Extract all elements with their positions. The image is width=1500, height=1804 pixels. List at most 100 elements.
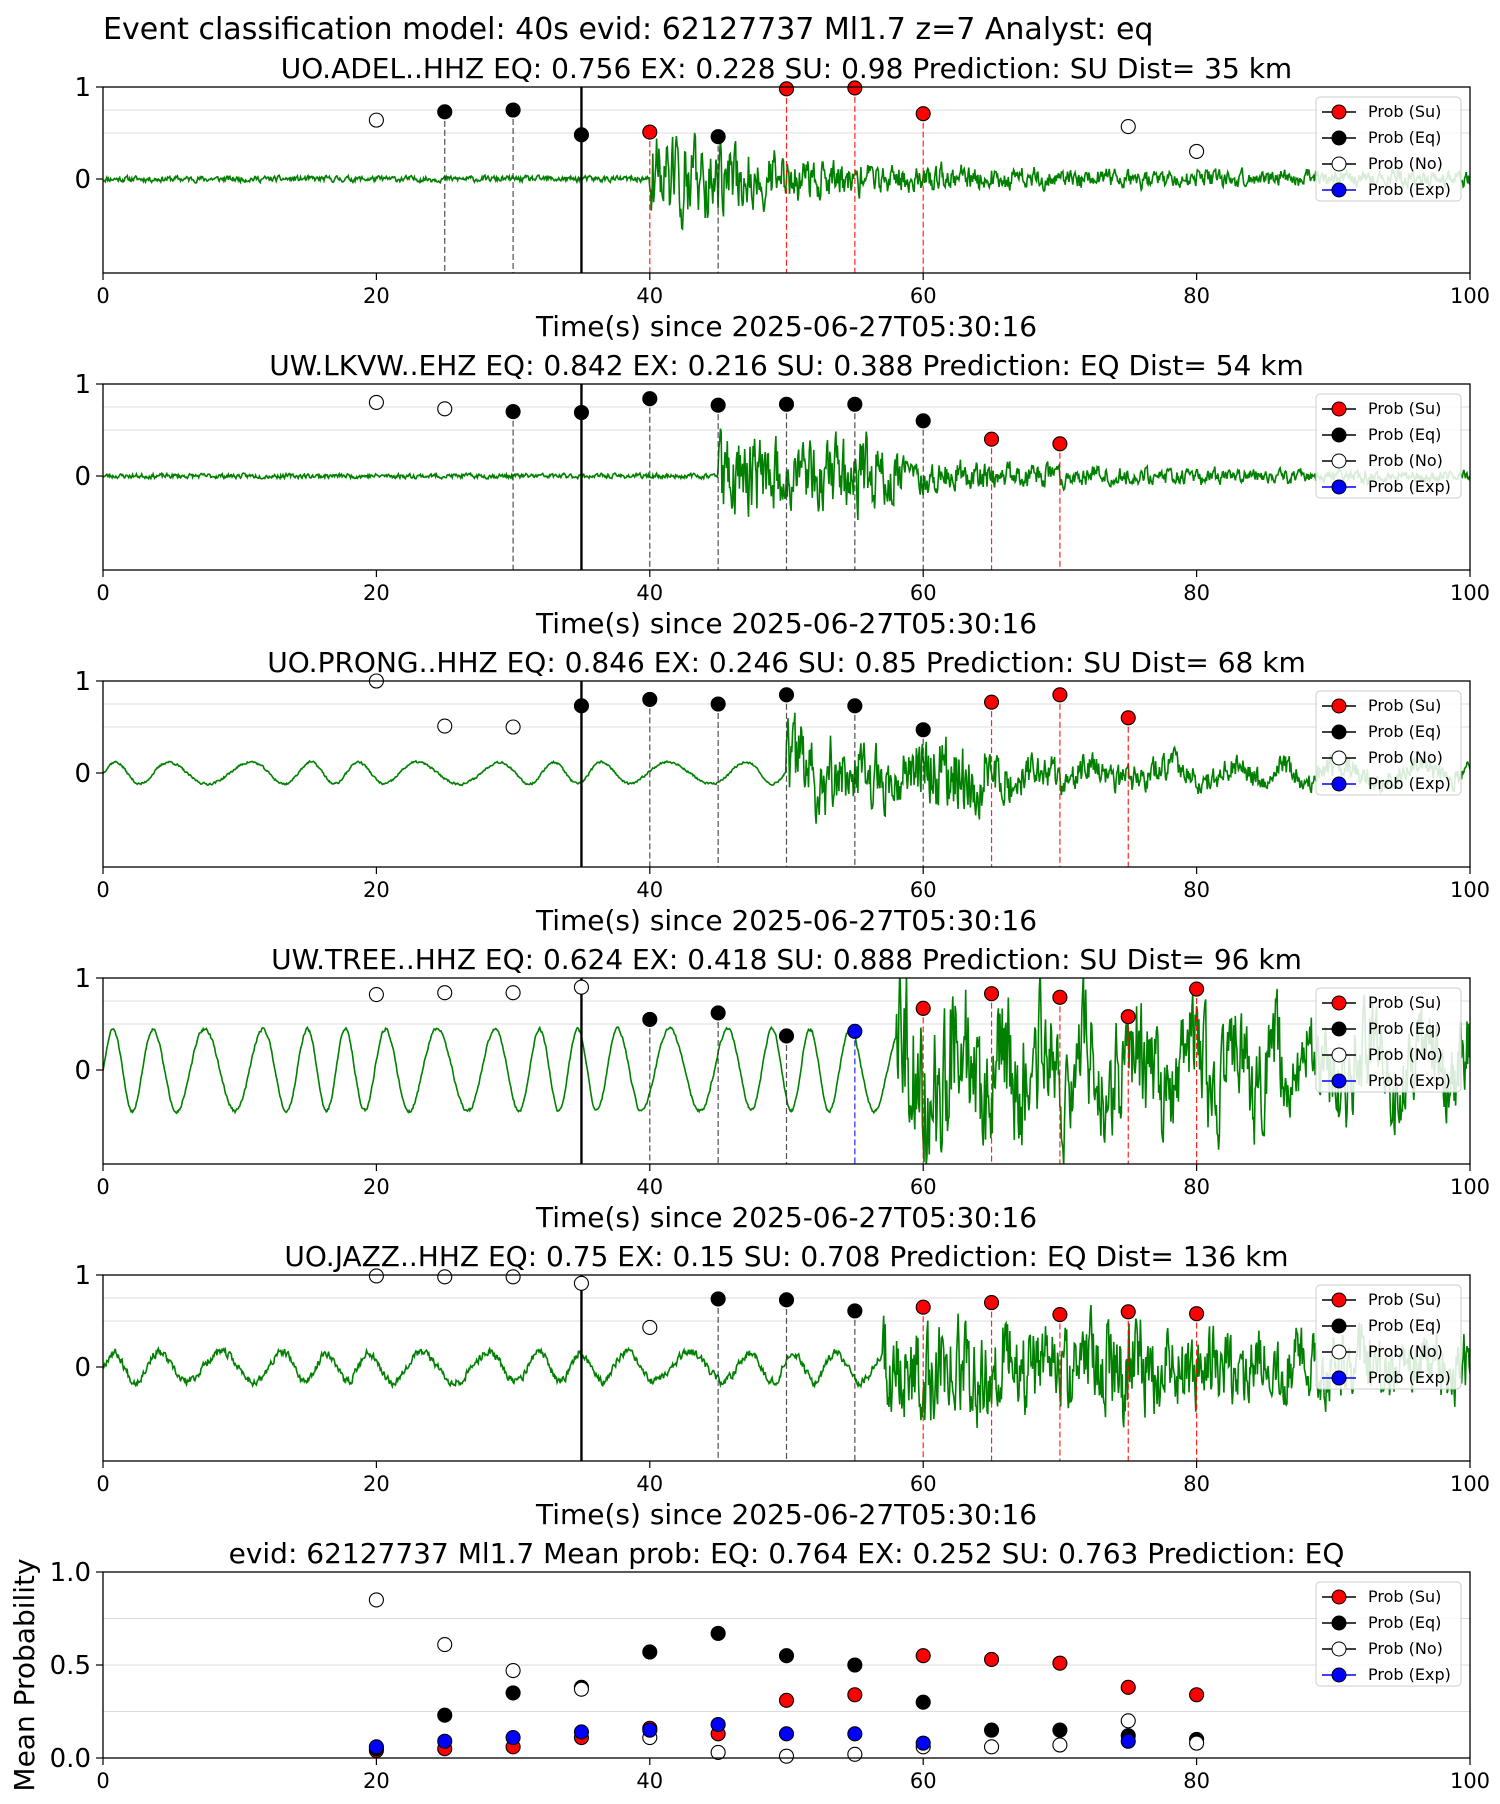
y-axis-label: Mean Probability: [8, 1558, 41, 1791]
legend-label-su: Prob (Su): [1368, 399, 1441, 418]
legend-label-exp: Prob (Exp): [1368, 774, 1451, 793]
mean-marker-eq: [505, 1685, 521, 1701]
legend-marker-exp: [1331, 776, 1347, 792]
legend-label-eq: Prob (Eq): [1368, 1316, 1441, 1335]
x-tick-label: 100: [1450, 284, 1490, 308]
legend-label-no: Prob (No): [1368, 1639, 1443, 1658]
legend-box: [1315, 393, 1462, 499]
mean-marker-exp: [505, 1729, 521, 1746]
x-tick-label: 80: [1183, 284, 1210, 308]
prob-marker-su: [1120, 1009, 1136, 1025]
legend-marker-eq: [1331, 427, 1347, 443]
x-tick-label: 20: [363, 878, 390, 902]
y-tick-label: 0: [74, 1056, 91, 1086]
legend-label-su: Prob (Su): [1368, 102, 1441, 121]
legend-box: [1315, 1284, 1462, 1390]
y-tick-label: 1: [74, 1261, 91, 1291]
x-tick-label: 20: [363, 284, 390, 308]
mean-panel: evid: 62127737 Ml1.7 Mean prob: EQ: 0.76…: [8, 1537, 1490, 1793]
legend-marker-no: [1331, 453, 1347, 469]
prob-marker-no: [1189, 143, 1205, 159]
mean-marker-no: [573, 1681, 590, 1697]
mean-marker-exp: [1120, 1733, 1136, 1749]
prob-marker-su: [1052, 436, 1068, 452]
prob-marker-no: [642, 1319, 658, 1335]
y-tick-label: 0.0: [50, 1744, 91, 1774]
y-tick-label: 1.0: [50, 1558, 91, 1588]
legend-marker-eq: [1331, 1615, 1347, 1631]
legend-label-no: Prob (No): [1368, 748, 1443, 767]
mean-marker-su: [915, 1648, 931, 1664]
mean-marker-exp: [915, 1735, 931, 1751]
x-tick-label: 100: [1450, 1769, 1490, 1793]
legend-label-su: Prob (Su): [1368, 1290, 1441, 1309]
prob-marker-eq: [642, 691, 658, 707]
legend-label-exp: Prob (Exp): [1368, 1368, 1451, 1387]
prob-marker-eq: [710, 1005, 726, 1021]
prob-marker-su: [983, 431, 1000, 447]
waveform-trace: [103, 132, 1470, 231]
legend-label-eq: Prob (Eq): [1368, 722, 1441, 741]
prob-marker-no: [368, 394, 384, 410]
panel-frame: [102, 86, 1471, 274]
x-tick-label: 60: [910, 581, 937, 605]
prob-marker-eq: [642, 1011, 658, 1027]
legend-marker-no: [1331, 1641, 1347, 1657]
mean-marker-eq: [983, 1722, 1000, 1738]
x-tick-label: 20: [363, 581, 390, 605]
legend-label-eq: Prob (Eq): [1368, 128, 1441, 147]
x-tick-label: 80: [1183, 1175, 1210, 1199]
prob-marker-su: [847, 80, 863, 96]
x-tick-label: 100: [1450, 1175, 1490, 1199]
x-tick-label: 20: [363, 1472, 390, 1496]
mean-marker-no: [505, 1663, 521, 1679]
x-axis-label: Time(s) since 2025-06-27T05:30:16: [535, 1201, 1037, 1234]
mean-marker-su: [778, 1692, 795, 1708]
mean-marker-no: [437, 1636, 453, 1653]
prob-marker-eq: [778, 1028, 795, 1044]
y-tick-label: 1: [74, 73, 91, 103]
x-tick-label: 40: [636, 581, 663, 605]
prob-marker-eq: [710, 397, 726, 413]
prob-marker-eq: [915, 413, 931, 429]
legend-label-exp: Prob (Exp): [1368, 477, 1451, 496]
mean-marker-su: [1120, 1679, 1136, 1695]
legend-box: [1315, 1581, 1462, 1687]
prob-marker-su: [1189, 1306, 1205, 1322]
station-panel: UO.ADEL..HHZ EQ: 0.756 EX: 0.228 SU: 0.9…: [74, 52, 1490, 343]
mean-marker-no: [368, 1592, 384, 1608]
figure-suptitle: Event classification model: 40s evid: 62…: [103, 12, 1153, 47]
mean-marker-exp: [778, 1726, 795, 1742]
x-tick-label: 100: [1450, 878, 1490, 902]
panel-title: UW.LKVW..EHZ EQ: 0.842 EX: 0.216 SU: 0.3…: [269, 349, 1303, 382]
prob-marker-eq: [847, 1303, 863, 1319]
mean-marker-exp: [710, 1716, 726, 1733]
prob-marker-su: [778, 81, 795, 97]
y-tick-label: 1: [74, 370, 91, 400]
prob-marker-eq: [778, 1292, 795, 1308]
x-tick-label: 40: [636, 1769, 663, 1793]
y-tick-label: 0: [74, 759, 91, 789]
y-tick-label: 1: [74, 667, 91, 697]
prob-marker-su: [983, 694, 1000, 710]
legend-marker-eq: [1331, 130, 1347, 146]
legend-label-eq: Prob (Eq): [1368, 1019, 1441, 1038]
mean-marker-exp: [437, 1733, 453, 1749]
x-tick-label: 100: [1450, 581, 1490, 605]
x-tick-label: 40: [636, 1472, 663, 1496]
legend-marker-no: [1331, 1344, 1347, 1360]
x-tick-label: 60: [910, 284, 937, 308]
station-panel: UW.LKVW..EHZ EQ: 0.842 EX: 0.216 SU: 0.3…: [74, 349, 1490, 640]
prob-marker-eq: [710, 696, 726, 712]
station-panel: UW.TREE..HHZ EQ: 0.624 EX: 0.418 SU: 0.8…: [74, 943, 1490, 1234]
prob-marker-su: [1120, 1304, 1136, 1320]
x-tick-label: 0: [96, 878, 109, 902]
mean-marker-no: [778, 1748, 795, 1764]
legend-marker-exp: [1331, 1667, 1347, 1683]
prob-marker-no: [368, 1268, 384, 1284]
legend-label-no: Prob (No): [1368, 1342, 1443, 1361]
legend-label-su: Prob (Su): [1368, 696, 1441, 715]
mean-marker-eq: [778, 1648, 795, 1664]
legend-box: [1315, 690, 1462, 796]
mean-marker-no: [1052, 1737, 1068, 1753]
